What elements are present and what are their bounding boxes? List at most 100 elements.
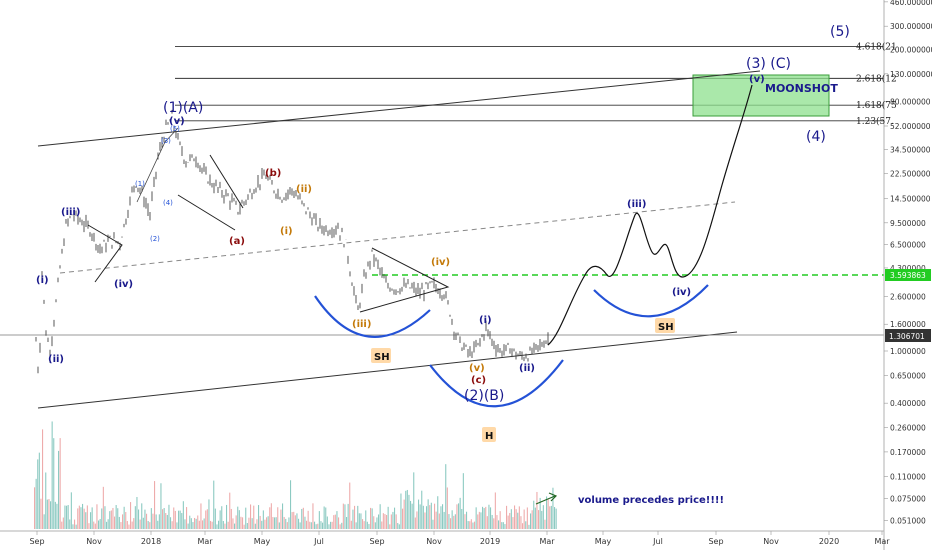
volume-bar: [352, 509, 354, 529]
volume-bar: [555, 508, 557, 529]
volume-bar: [386, 514, 388, 529]
volume-bar: [142, 517, 144, 529]
volume-bar: [78, 505, 80, 529]
x-tick-label: 2018: [141, 537, 161, 546]
volume-bar: [256, 519, 258, 529]
volume-bar: [270, 503, 272, 529]
green-level-text: 3.593863: [890, 271, 926, 280]
green-level-badge: [885, 269, 931, 281]
volume-bar: [258, 505, 260, 529]
volume-bar: [542, 505, 544, 529]
wave-label-3v: (v): [749, 74, 765, 85]
volume-bar: [224, 523, 226, 529]
volume-bar: [182, 501, 184, 529]
volume-bar: [498, 520, 500, 529]
volume-bar: [488, 504, 490, 529]
volume-bar: [419, 504, 421, 529]
volume-bar: [544, 519, 546, 529]
volume-bar: [98, 520, 100, 529]
volume-bar: [163, 508, 165, 529]
arc-head: [429, 359, 564, 408]
volume-bar: [539, 497, 541, 529]
volume-bar: [368, 523, 370, 529]
volume-bar: [235, 515, 237, 529]
volume-bar: [499, 511, 501, 529]
last-price-text: 1.306701: [889, 332, 925, 341]
volume-bar: [154, 481, 156, 529]
volume-bar: [418, 499, 420, 529]
volume-bar: [459, 497, 461, 529]
volume-bar: [293, 511, 295, 529]
volume-bar: [240, 516, 242, 529]
volume-bar: [90, 512, 92, 529]
volume-bar: [272, 517, 274, 529]
wave-label-p-ii: (ii): [519, 363, 535, 374]
volume-bar: [70, 492, 72, 529]
x-tick-label: Nov: [763, 537, 779, 546]
sh-label-left: SH: [374, 352, 390, 363]
volume-bar: [322, 522, 324, 529]
sh-label-right: SH: [658, 322, 674, 333]
volume-bar: [307, 510, 309, 529]
volume-bar: [299, 522, 301, 529]
last-price-badge: [885, 329, 931, 342]
volume-bar: [453, 515, 455, 529]
volume-bar: [59, 438, 61, 529]
volume-bar: [146, 513, 148, 529]
volume-bar: [330, 521, 332, 529]
volume-bar: [349, 482, 351, 529]
volume-bar: [117, 508, 119, 529]
volume-bar: [259, 515, 261, 529]
volume-bar: [168, 504, 170, 529]
wave-label-p-iv: (iv): [672, 287, 691, 298]
volume-bar: [198, 520, 200, 529]
arc-right-shoulder: [593, 284, 709, 318]
wave-label-i: (i): [36, 275, 49, 286]
volume-bar: [125, 512, 127, 529]
volume-bar: [261, 520, 263, 529]
volume-bar: [230, 508, 232, 529]
volume-bar: [421, 490, 423, 529]
volume-bar: [371, 508, 373, 529]
x-tick-label: May: [254, 537, 271, 546]
x-axis-ticks: Sep Nov 2018 Mar May Jul Sep Nov 2019 Mar May Jul Se…: [29, 531, 890, 546]
sub-label-1: (1): [135, 180, 145, 188]
volume-bar: [186, 507, 188, 529]
volume-bar: [538, 510, 540, 529]
y-tick-label: 0.650000: [890, 372, 926, 381]
volume-bar: [373, 516, 375, 529]
price-bars: [35, 109, 549, 374]
volume-bar: [74, 519, 76, 529]
y-tick-label: 34.500000: [890, 145, 931, 154]
volume-bar: [88, 523, 90, 529]
volume-bar: [112, 507, 114, 529]
volume-bar: [200, 503, 202, 529]
y-tick-label: 1.000000: [890, 347, 926, 356]
volume-bar: [296, 513, 298, 529]
volume-bar: [42, 429, 44, 529]
volume-bar: [290, 480, 292, 529]
volume-bar: [166, 514, 168, 529]
volume-bar: [222, 521, 224, 529]
volume-bar: [506, 505, 508, 529]
volume-bar: [328, 524, 330, 529]
volume-bar: [283, 516, 285, 529]
fib-label: 2.618(12: [856, 73, 897, 84]
volume-bar: [466, 511, 468, 529]
volume-bar: [269, 507, 271, 529]
volume-bar: [238, 510, 240, 529]
volume-bar: [381, 521, 383, 529]
triangle-annotation-3: [209, 154, 244, 209]
volume-bar: [262, 510, 264, 529]
y-tick-label: 80.000000: [890, 97, 931, 106]
volume-bar: [390, 514, 392, 529]
volume-bar: [446, 487, 448, 529]
y-tick-label: 0.110000: [890, 473, 926, 482]
volume-bar: [195, 518, 197, 529]
volume-bar: [394, 507, 396, 529]
volume-bar: [138, 509, 140, 529]
volume-bar: [429, 505, 431, 529]
volume-bar: [203, 518, 205, 529]
volume-bar: [110, 510, 112, 529]
